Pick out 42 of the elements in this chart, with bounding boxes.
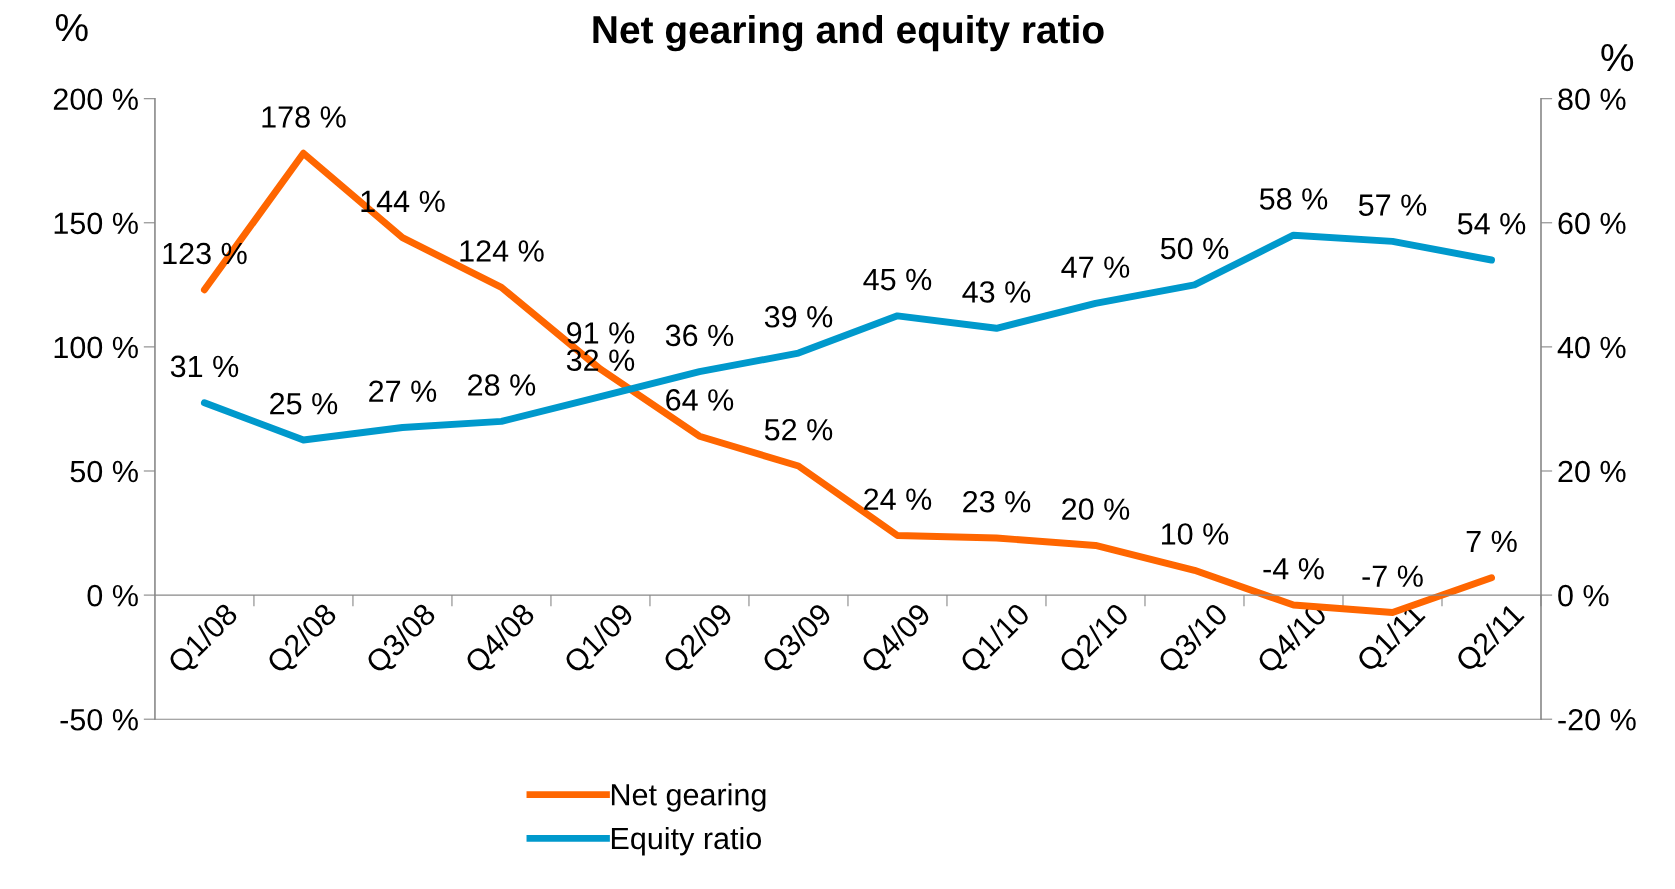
y2-axis-title: % <box>1601 44 1634 72</box>
y2-tick-label: 20 % <box>1558 460 1626 483</box>
data-label: 28 % <box>468 374 536 396</box>
data-label: 50 % <box>1160 237 1229 260</box>
data-label: 52 % <box>764 418 833 441</box>
data-label: 7 % <box>1466 530 1517 553</box>
data-label: 25 % <box>270 392 338 415</box>
y-tick-label: 100 % <box>54 336 138 359</box>
data-label: 178 % <box>262 106 346 128</box>
data-label: -7 % <box>1362 565 1423 587</box>
data-label: 27 % <box>369 380 437 402</box>
data-label: 20 % <box>1062 498 1130 520</box>
y-axis-title: % <box>55 13 88 42</box>
data-label: 31 % <box>170 355 239 378</box>
data-label: 54 % <box>1457 213 1526 235</box>
y-tick-label: 200 % <box>53 88 138 111</box>
data-label: 57 % <box>1358 194 1427 216</box>
data-label: 47 % <box>1061 256 1130 278</box>
legend-label: Equity ratio <box>611 826 762 856</box>
data-label: 64 % <box>666 389 734 411</box>
legend-label: Net gearing <box>611 783 766 812</box>
data-label: 23 % <box>963 490 1031 513</box>
data-label: 43 % <box>962 281 1031 303</box>
y-tick-label: 50 % <box>70 460 138 483</box>
data-label: 91 % <box>567 322 635 344</box>
y-tick-label: -50 % <box>60 708 138 731</box>
data-label: 58 % <box>1259 188 1328 210</box>
data-label: 124 % <box>460 240 544 262</box>
data-label: 36 % <box>665 324 734 347</box>
y-tick-label: 0 % <box>87 584 138 607</box>
y2-tick-label: -20 % <box>1558 708 1636 731</box>
data-label: -4 % <box>1263 558 1324 580</box>
y2-tick-label: 40 % <box>1557 336 1626 359</box>
data-label: 10 % <box>1161 523 1229 545</box>
y-tick-label: 150 % <box>54 212 138 235</box>
y2-tick-label: 0 % <box>1558 584 1609 607</box>
data-label: 24 % <box>864 488 932 510</box>
data-label: 39 % <box>764 305 833 328</box>
chart-title: Net gearing and equity ratio <box>593 14 1104 52</box>
y2-tick-label: 80 % <box>1558 88 1626 111</box>
y2-tick-label: 60 % <box>1558 212 1626 235</box>
data-label: 45 % <box>863 268 932 291</box>
